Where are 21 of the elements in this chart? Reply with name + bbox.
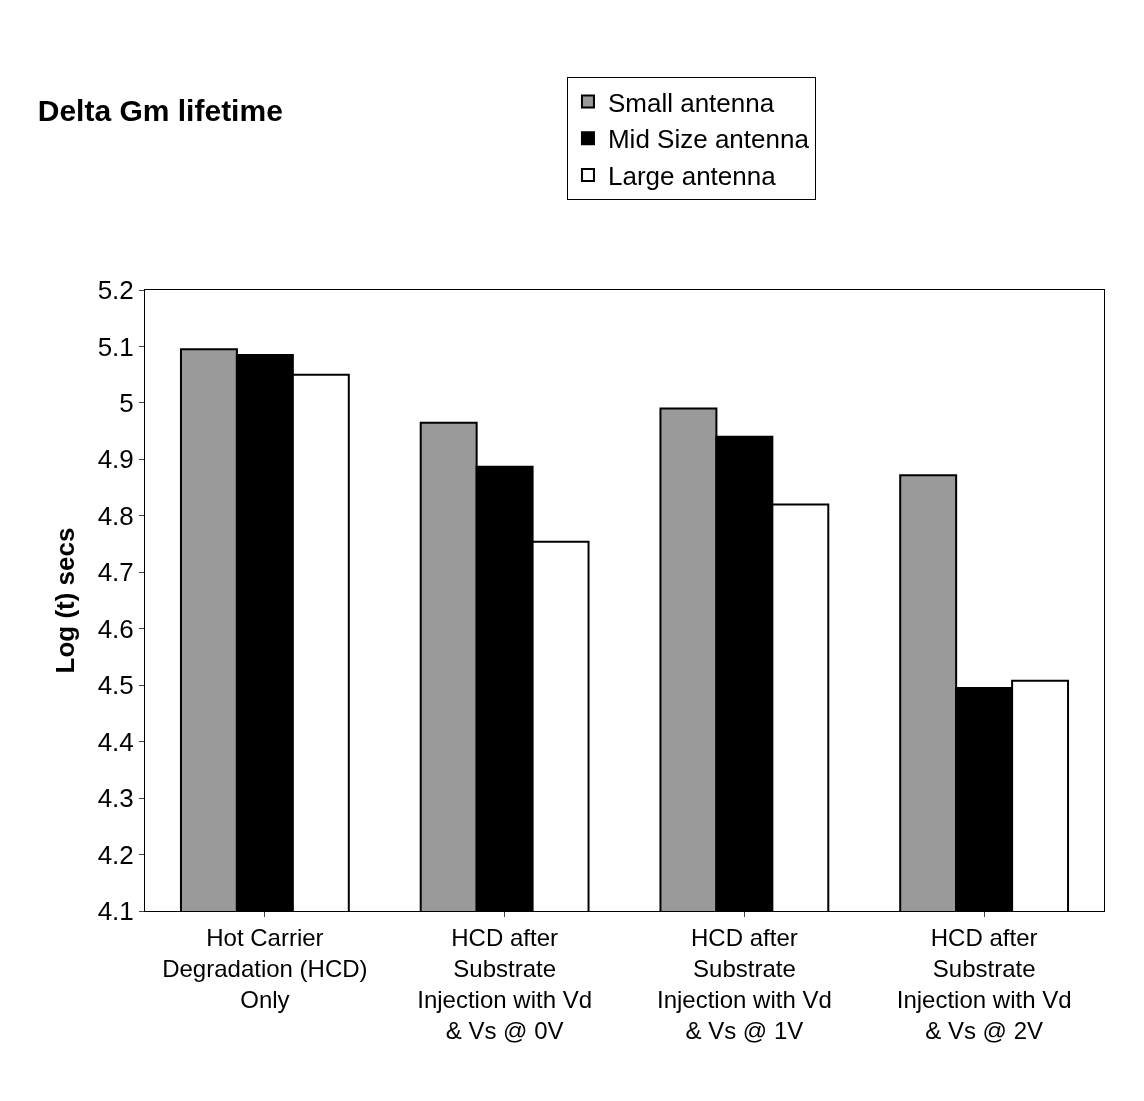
x-tick-label: HCD after Substrate Injection with Vd & Vs @ 0V: [417, 923, 593, 1045]
legend-label: Mid Size antenna: [607, 124, 810, 155]
y-tick-label: 4.7: [97, 557, 134, 588]
x-tick-label: HCD after Substrate Injection with Vd & Vs @ 2V: [896, 923, 1072, 1045]
y-tick-label: 4.8: [97, 500, 134, 531]
y-tick-label: 4.2: [97, 839, 134, 870]
y-tick-label: 5: [119, 388, 134, 419]
legend-label: Large antenna: [607, 161, 777, 192]
y-tick-label: 4.1: [97, 896, 134, 927]
x-tick-label: HCD after Substrate Injection with Vd & Vs @ 1V: [657, 923, 832, 1045]
y-axis-title: Log (t) secs: [50, 527, 81, 674]
y-tick-label: 4.6: [97, 613, 134, 644]
y-tick-label: 4.3: [97, 783, 134, 814]
y-tick-label: 4.5: [97, 670, 134, 701]
chart-title: Delta Gm lifetime: [37, 93, 283, 127]
x-tick-label: Hot Carrier Degradation (HCD) Only: [162, 923, 368, 1014]
y-tick-label: 5.1: [97, 331, 134, 362]
y-tick-label: 5.2: [97, 275, 134, 306]
legend-label: Small antenna: [607, 87, 775, 118]
y-tick-label: 4.9: [97, 444, 134, 475]
y-tick-label: 4.4: [97, 726, 134, 757]
